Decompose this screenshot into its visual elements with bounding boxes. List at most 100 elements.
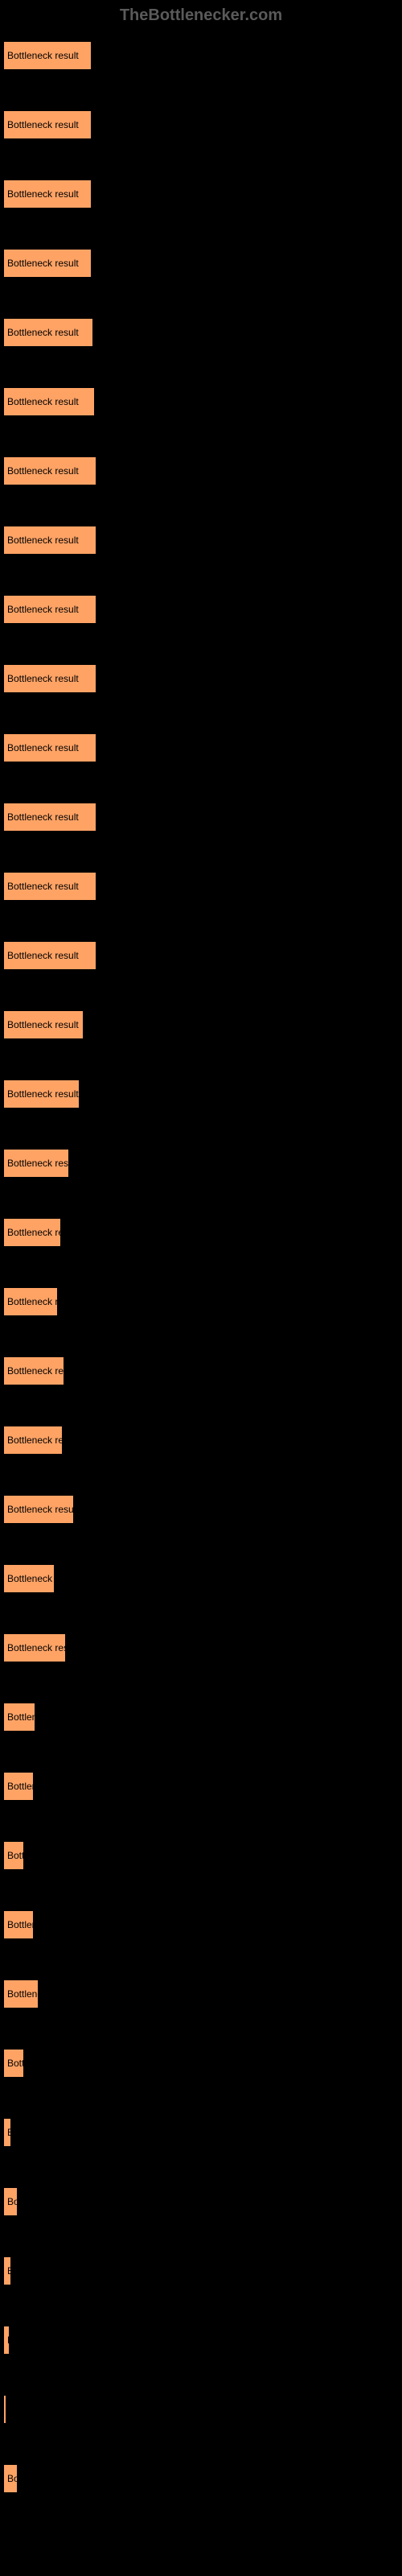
bar: Bottleneck result xyxy=(3,1218,61,1247)
bar: Bottleneck result xyxy=(3,1564,55,1593)
bar: Bottleneck result xyxy=(3,1495,74,1524)
bar: Bottleneck result xyxy=(3,1772,34,1801)
bar-label: Bottleneck result xyxy=(4,1988,39,2000)
bar-row: Bottleneck result xyxy=(3,2395,399,2424)
bar-label: Bottleneck result xyxy=(4,1573,55,1584)
bar-label: Bottleneck result xyxy=(4,327,79,338)
bar: Bottleneck result xyxy=(3,2256,11,2285)
bar-label: Bottleneck result xyxy=(4,188,79,200)
bar-row: Bottleneck result xyxy=(3,2187,399,2216)
bar-row: Bottleneck result xyxy=(3,1841,399,1870)
bar: Bottleneck result xyxy=(3,2395,6,2424)
bar-label: Bottleneck result xyxy=(4,2196,18,2207)
bar: Bottleneck result xyxy=(3,733,96,762)
bar: Bottleneck result xyxy=(3,318,93,347)
bar: Bottleneck result xyxy=(3,1910,34,1939)
bar: Bottleneck result xyxy=(3,1010,84,1039)
bar: Bottleneck result xyxy=(3,387,95,416)
bar-row: Bottleneck result xyxy=(3,249,399,278)
bar-label: Bottleneck result xyxy=(4,50,79,61)
bar-row: Bottleneck result xyxy=(3,2326,399,2355)
bar: Bottleneck result xyxy=(3,526,96,555)
bar-label: Bottleneck result xyxy=(4,742,79,753)
bar-label: Bottleneck result xyxy=(4,1919,34,1930)
bar: Bottleneck result xyxy=(3,456,96,485)
bar-label: Bottleneck result xyxy=(4,1504,74,1515)
bar-row: Bottleneck result xyxy=(3,1287,399,1316)
bar-label: Bottleneck result xyxy=(4,1781,34,1792)
bar-row: Bottleneck result xyxy=(3,1564,399,1593)
bar-row: Bottleneck result xyxy=(3,664,399,693)
bar-label: Bottleneck result xyxy=(4,1158,69,1169)
bar: Bottleneck result xyxy=(3,180,92,208)
bar-row: Bottleneck result xyxy=(3,1772,399,1801)
bar-row: Bottleneck result xyxy=(3,1910,399,1939)
bar-label: Bottleneck result xyxy=(4,2058,24,2069)
bar: Bottleneck result xyxy=(3,1287,58,1316)
bar-label: Bottleneck result xyxy=(4,1435,63,1446)
bar-row: Bottleneck result xyxy=(3,2118,399,2147)
bar: Bottleneck result xyxy=(3,941,96,970)
bar-label: Bottleneck result xyxy=(4,811,79,823)
bar: Bottleneck result xyxy=(3,1633,66,1662)
bar-row: Bottleneck result xyxy=(3,2049,399,2078)
bar: Bottleneck result xyxy=(3,1979,39,2008)
bar-label: Bottleneck result xyxy=(4,1850,24,1861)
bar-label: Bottleneck result xyxy=(4,535,79,546)
bar: Bottleneck result xyxy=(3,249,92,278)
bar-row: Bottleneck result xyxy=(3,41,399,70)
bar-row: Bottleneck result xyxy=(3,2464,399,2493)
bar-row: Bottleneck result xyxy=(3,803,399,832)
bar-row: Bottleneck result xyxy=(3,1010,399,1039)
bar-label: Bottleneck result xyxy=(4,2265,11,2277)
bar: Bottleneck result xyxy=(3,2187,18,2216)
bar-row: Bottleneck result xyxy=(3,941,399,970)
bar-label: Bottleneck result xyxy=(4,881,79,892)
bar-label: Bottleneck result xyxy=(4,465,79,477)
bar: Bottleneck result xyxy=(3,2118,11,2147)
bar-row: Bottleneck result xyxy=(3,456,399,485)
bar-label: Bottleneck result xyxy=(4,604,79,615)
bar-row: Bottleneck result xyxy=(3,2256,399,2285)
bar-row: Bottleneck result xyxy=(3,1356,399,1385)
bar-label: Bottleneck result xyxy=(4,2473,18,2484)
bar: Bottleneck result xyxy=(3,872,96,901)
bar: Bottleneck result xyxy=(3,41,92,70)
bar-label: Bottleneck result xyxy=(4,2404,6,2415)
bar-row: Bottleneck result xyxy=(3,872,399,901)
bar-row: Bottleneck result xyxy=(3,110,399,139)
bar-row: Bottleneck result xyxy=(3,1218,399,1247)
bar-label: Bottleneck result xyxy=(4,1642,66,1653)
bar-label: Bottleneck result xyxy=(4,1711,35,1723)
bar: Bottleneck result xyxy=(3,1356,64,1385)
bar-row: Bottleneck result xyxy=(3,318,399,347)
bar-row: Bottleneck result xyxy=(3,1979,399,2008)
bar-row: Bottleneck result xyxy=(3,526,399,555)
bar: Bottleneck result xyxy=(3,1841,24,1870)
bar-row: Bottleneck result xyxy=(3,1149,399,1178)
bar-label: Bottleneck result xyxy=(4,1088,79,1100)
bar-row: Bottleneck result xyxy=(3,733,399,762)
bar: Bottleneck result xyxy=(3,803,96,832)
bar-row: Bottleneck result xyxy=(3,180,399,208)
bar-label: Bottleneck result xyxy=(4,1365,64,1377)
bar-row: Bottleneck result xyxy=(3,1703,399,1732)
bar: Bottleneck result xyxy=(3,1703,35,1732)
watermark-text: TheBottlenecker.com xyxy=(0,6,402,25)
bar-row: Bottleneck result xyxy=(3,595,399,624)
bar-label: Bottleneck result xyxy=(4,1019,79,1030)
bar: Bottleneck result xyxy=(3,664,96,693)
bar-row: Bottleneck result xyxy=(3,1080,399,1108)
bar: Bottleneck result xyxy=(3,2326,10,2355)
bar: Bottleneck result xyxy=(3,2464,18,2493)
bar-label: Bottleneck result xyxy=(4,1296,58,1307)
bar-label: Bottleneck result xyxy=(4,1227,61,1238)
bar: Bottleneck result xyxy=(3,1149,69,1178)
bar-label: Bottleneck result xyxy=(4,2334,10,2346)
bar-row: Bottleneck result xyxy=(3,387,399,416)
bar-label: Bottleneck result xyxy=(4,950,79,961)
bar: Bottleneck result xyxy=(3,595,96,624)
bar: Bottleneck result xyxy=(3,110,92,139)
bar-label: Bottleneck result xyxy=(4,396,79,407)
bar: Bottleneck result xyxy=(3,1080,80,1108)
